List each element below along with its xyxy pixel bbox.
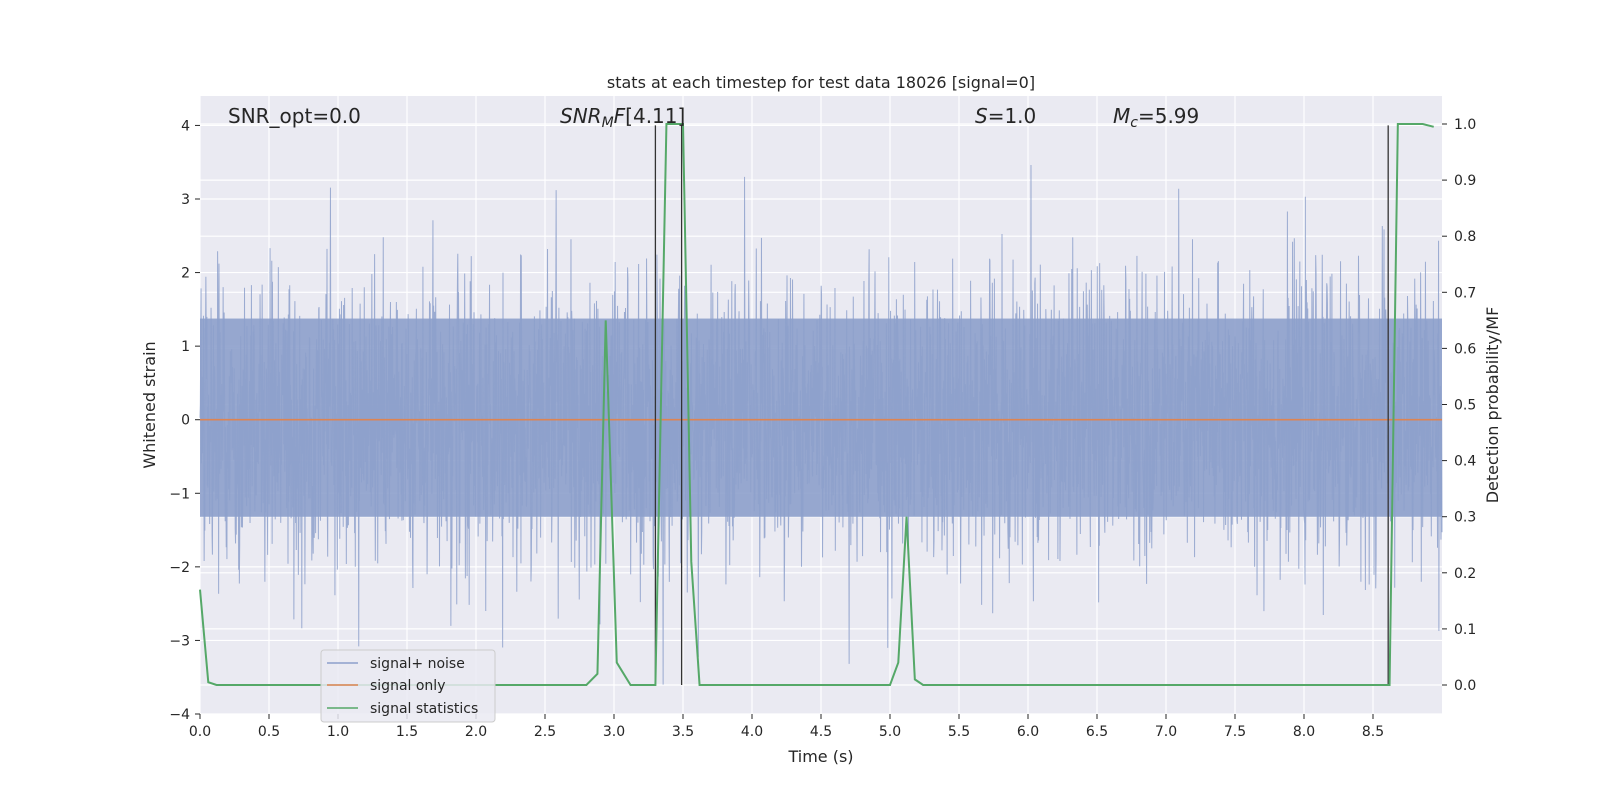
y-right-tick-label: 0.2 <box>1454 566 1476 582</box>
y-left-tick-label: −1 <box>169 486 190 502</box>
y-left-tick-label: −3 <box>169 633 190 649</box>
y-right-tick-label: 0.3 <box>1454 510 1476 526</box>
x-tick-label: 0.0 <box>189 724 211 740</box>
x-ticks: 0.0 0.5 1.0 1.5 2.0 2.5 3.0 3.5 4.0 4.5 5.0 5.5 6.0 6… <box>189 714 1384 740</box>
annotation-s-value: =1.0 <box>988 104 1037 128</box>
y-right-tick-label: 0.5 <box>1454 398 1476 414</box>
annotation-snr-opt: SNR_opt=0.0 <box>228 104 361 128</box>
y-axis-label-right: Detection probability/MF <box>1483 307 1502 504</box>
x-tick-label: 5.0 <box>879 724 901 740</box>
x-tick-label: 1.5 <box>396 724 418 740</box>
y-left-tick-label: 4 <box>181 118 190 134</box>
y-left-tick-label: 0 <box>181 413 190 429</box>
legend-label-noise: signal+ noise <box>370 656 465 672</box>
y-right-tick-label: 0.4 <box>1454 454 1476 470</box>
vertical-markers <box>654 125 1389 685</box>
y-right-tick-label: 0.1 <box>1454 622 1476 638</box>
annotation-s: S=1.0 <box>975 104 1036 128</box>
legend-box <box>320 649 496 723</box>
legend-label-signal: signal only <box>370 678 445 694</box>
x-axis-label: Time (s) <box>787 747 853 766</box>
x-tick-label: 6.5 <box>1086 724 1108 740</box>
y-left-tick-label: −2 <box>169 560 190 576</box>
y-left-tick-label: 3 <box>181 192 190 208</box>
y-right-tick-label: 0.8 <box>1454 229 1476 245</box>
noise-series <box>199 165 1443 685</box>
x-tick-label: 4.5 <box>810 724 832 740</box>
annotation-snr-mf: SNRMF[4.11] <box>560 104 685 131</box>
y-right-tick-label: 0.7 <box>1454 285 1476 301</box>
chart-title: stats at each timestep for test data 180… <box>607 73 1035 92</box>
y-left-tick-label: 1 <box>181 339 190 355</box>
signal-statistics-series <box>199 123 1434 686</box>
noise-trace <box>199 165 1443 685</box>
y-right-tick-label: 0.6 <box>1454 341 1476 357</box>
y-right-tick-label: 0.9 <box>1454 173 1476 189</box>
y-left-ticks: 4 3 2 1 0 −1 −2 −3 −4 <box>169 118 200 723</box>
y-right-tick-label: 0.0 <box>1454 678 1476 694</box>
y-axis-label-left: Whitened strain <box>140 341 159 468</box>
x-tick-label: 2.5 <box>534 724 556 740</box>
x-tick-label: 3.5 <box>672 724 694 740</box>
legend: signal+ noise signal only signal statist… <box>320 649 496 723</box>
x-tick-label: 5.5 <box>948 724 970 740</box>
y-left-tick-label: −4 <box>169 707 190 723</box>
x-tick-label: 8.0 <box>1293 724 1315 740</box>
legend-label-stats: signal statistics <box>370 701 478 717</box>
x-tick-label: 4.0 <box>741 724 763 740</box>
annotation-snr-mf-value: [4.11] <box>625 104 685 128</box>
x-tick-label: 0.5 <box>258 724 280 740</box>
signal-statistics-line <box>199 123 1434 686</box>
x-tick-label: 7.5 <box>1224 724 1246 740</box>
y-right-tick-label: 1.0 <box>1454 117 1476 133</box>
x-tick-label: 2.0 <box>465 724 487 740</box>
y-left-tick-label: 2 <box>181 266 190 282</box>
x-tick-label: 7.0 <box>1155 724 1177 740</box>
y-right-ticks: 1.0 0.9 0.8 0.7 0.6 0.5 0.4 0.3 0.2 0.1 0.0 <box>1442 117 1476 694</box>
x-tick-label: 6.0 <box>1017 724 1039 740</box>
x-tick-label: 8.5 <box>1362 724 1384 740</box>
annotation-mc: Mc=5.99 <box>1113 104 1199 131</box>
x-tick-label: 1.0 <box>327 724 349 740</box>
annotation-mc-value: =5.99 <box>1138 104 1199 128</box>
x-tick-label: 3.0 <box>603 724 625 740</box>
